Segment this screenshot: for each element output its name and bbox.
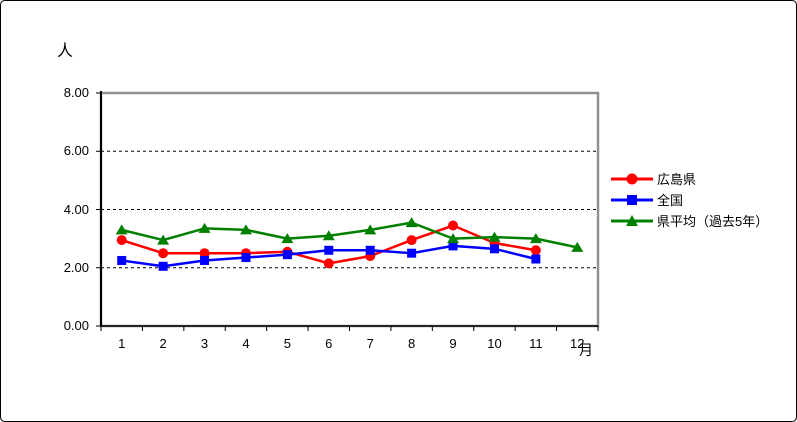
legend-label-2: 県平均（過去5年） [657, 214, 769, 229]
x-axis-tick-label: 7 [366, 336, 374, 351]
data-point-0 [448, 220, 459, 231]
data-point-1 [365, 245, 375, 255]
y-axis-title: 人 [57, 43, 75, 60]
y-axis-tick-label: 6.00 [63, 143, 89, 159]
legend-label-0: 広島県 [657, 172, 697, 187]
data-point-1 [158, 261, 168, 271]
data-point-1 [324, 245, 334, 255]
data-point-1 [531, 254, 541, 264]
legend-item-1: 全国 [611, 189, 768, 210]
data-point-0 [323, 258, 334, 269]
series-line-2 [120, 221, 579, 249]
legend-label-1: 全国 [657, 193, 684, 208]
data-point-2 [157, 234, 170, 245]
data-point-2 [405, 217, 418, 228]
y-axis-tick-label: 2.00 [63, 259, 89, 275]
data-point-2 [239, 224, 252, 235]
x-axis-tick-label: 1 [118, 336, 126, 351]
data-point-2 [364, 224, 377, 235]
x-axis-tick-label: 10 [487, 336, 502, 351]
data-point-2 [198, 222, 211, 233]
data-point-2 [322, 230, 335, 241]
data-point-0 [530, 245, 541, 256]
data-point-1 [489, 244, 499, 254]
legend-item-2: 県平均（過去5年） [611, 210, 768, 231]
data-point-1 [117, 255, 127, 265]
legend-item-0: 広島県 [611, 168, 768, 189]
legend-square-swatch [611, 194, 653, 205]
x-axis-tick-label: 4 [242, 336, 250, 351]
y-axis-tick-label: 8.00 [63, 85, 89, 100]
data-point-1 [200, 255, 210, 265]
x-axis-title: 月 [579, 342, 593, 358]
data-point-1 [282, 250, 292, 260]
legend-triangle-swatch [611, 214, 653, 226]
data-point-0 [116, 235, 127, 246]
x-axis-tick-label: 6 [325, 336, 333, 351]
x-axis-tick-label: 12 [570, 336, 585, 351]
data-point-1 [241, 253, 251, 263]
x-axis-tick-label: 11 [529, 336, 543, 351]
x-axis-tick-label: 8 [408, 336, 416, 351]
legend-circle-swatch [611, 173, 653, 184]
data-point-1 [448, 241, 458, 251]
y-axis-tick-label: 0.00 [63, 318, 89, 333]
x-axis-tick-label: 5 [283, 336, 291, 351]
data-point-2 [571, 241, 584, 252]
data-point-2 [447, 233, 460, 244]
data-point-2 [115, 224, 128, 235]
data-point-2 [488, 231, 501, 242]
x-axis-tick-label: 9 [449, 336, 457, 351]
chart-legend: 広島県全国県平均（過去5年） [611, 168, 768, 231]
data-point-1 [407, 248, 417, 258]
data-point-2 [529, 233, 542, 244]
data-point-0 [158, 248, 169, 259]
x-axis-tick-label: 2 [159, 336, 167, 351]
data-point-0 [406, 235, 417, 246]
y-axis-tick-label: 4.00 [63, 201, 89, 217]
data-point-2 [281, 233, 294, 244]
data-point-0 [199, 248, 210, 259]
x-axis-tick-label: 3 [200, 336, 209, 351]
